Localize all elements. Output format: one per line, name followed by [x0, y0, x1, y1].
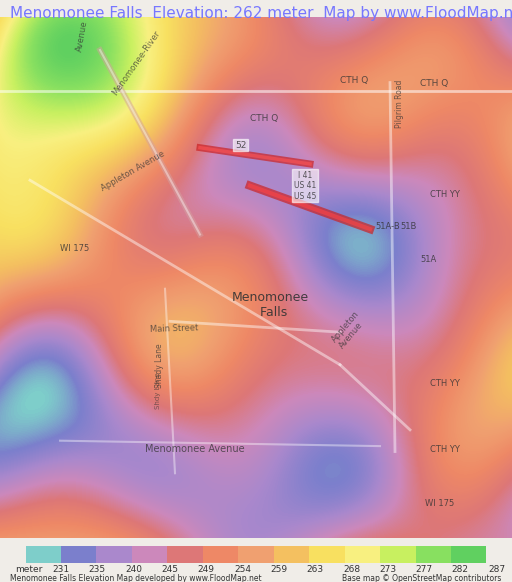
Text: 240: 240: [125, 565, 142, 573]
Bar: [416, 546, 451, 563]
Text: WI 175: WI 175: [60, 244, 89, 253]
Text: Menomonee Falls  Elevation: 262 meter  Map by www.FloodMap.net (beta): Menomonee Falls Elevation: 262 meter Map…: [10, 6, 512, 20]
Text: Menomonee Falls Elevation Map developed by www.FloodMap.net: Menomonee Falls Elevation Map developed …: [10, 574, 262, 582]
Text: meter: meter: [15, 565, 42, 573]
Text: Appleton Avenue: Appleton Avenue: [100, 150, 167, 193]
Bar: [132, 546, 167, 563]
Text: WI 175: WI 175: [425, 499, 454, 508]
Text: 287: 287: [488, 565, 505, 573]
Bar: [61, 546, 96, 563]
Text: 273: 273: [379, 565, 396, 573]
Text: Menomonee Avenue: Menomonee Avenue: [145, 443, 245, 453]
Text: Menomonee-River: Menomonee-River: [110, 29, 162, 98]
Text: CTH YY: CTH YY: [430, 379, 460, 388]
Text: 282: 282: [452, 565, 469, 573]
Text: Main Street: Main Street: [150, 324, 199, 334]
Text: Menomonee
  Falls: Menomonee Falls: [231, 291, 309, 319]
Bar: [238, 546, 274, 563]
Bar: [274, 546, 309, 563]
Text: CTH Q: CTH Q: [250, 113, 278, 123]
Text: 249: 249: [198, 565, 215, 573]
Text: Appleton
Avenue: Appleton Avenue: [330, 309, 369, 350]
Text: 259: 259: [270, 565, 287, 573]
Text: 235: 235: [89, 565, 106, 573]
Text: 268: 268: [343, 565, 360, 573]
Bar: [26, 546, 61, 563]
Text: I 41
US 41
US 45: I 41 US 41 US 45: [294, 171, 316, 201]
Text: 254: 254: [234, 565, 251, 573]
Text: 263: 263: [307, 565, 324, 573]
Text: CTH Q: CTH Q: [420, 79, 448, 88]
Text: CTH Q: CTH Q: [340, 76, 368, 84]
Text: Base map © OpenStreetMap contributors: Base map © OpenStreetMap contributors: [343, 574, 502, 582]
Text: CTH YY: CTH YY: [430, 190, 460, 198]
Text: 231: 231: [53, 565, 70, 573]
Text: CTH YY: CTH YY: [430, 445, 460, 453]
Bar: [451, 546, 486, 563]
Text: Pilgrim Road: Pilgrim Road: [395, 80, 404, 128]
Text: 51B: 51B: [400, 222, 416, 231]
Bar: [309, 546, 345, 563]
Text: Shady Lane: Shady Lane: [155, 344, 164, 388]
Text: Avenue: Avenue: [75, 19, 89, 52]
Text: 51A-B: 51A-B: [375, 222, 400, 231]
Bar: [380, 546, 416, 563]
Bar: [203, 546, 238, 563]
Text: Shdy Lane: Shdy Lane: [155, 372, 161, 409]
Text: 245: 245: [161, 565, 179, 573]
Text: 52: 52: [235, 141, 246, 150]
Bar: [96, 546, 132, 563]
Bar: [167, 546, 203, 563]
Text: 51A: 51A: [420, 255, 436, 264]
Text: 277: 277: [415, 565, 433, 573]
Bar: [345, 546, 380, 563]
